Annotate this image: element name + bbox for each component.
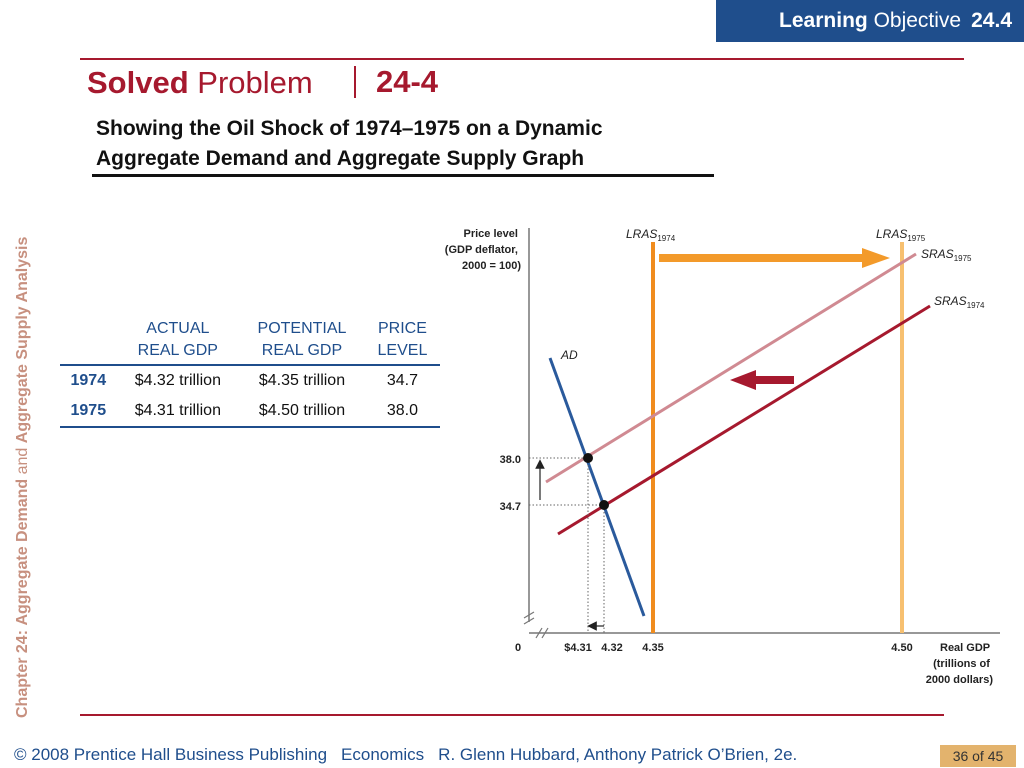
title-separator xyxy=(354,66,356,98)
learning-objective-badge: Learning Objective 24.4 xyxy=(716,0,1024,42)
solved-problem-title: Solved Problem xyxy=(87,65,313,101)
x-tick-label: 4.35 xyxy=(642,642,663,654)
footer: © 2008 Prentice Hall Business Publishing… xyxy=(14,745,811,765)
x-tick-label: 4.50 xyxy=(891,642,912,654)
sras-shift-arrowhead xyxy=(730,370,756,390)
sras-shift-arrow-body xyxy=(752,376,794,384)
y-tick-label: 34.7 xyxy=(500,501,521,513)
sp-bold-label: Solved xyxy=(87,65,189,100)
row-year: 1974 xyxy=(70,372,107,389)
ad-as-graph: Price level (GDP deflator, 2000 = 100) R… xyxy=(445,227,1000,686)
chapter-sidebar: Chapter 24: Aggregate Demand and Aggrega… xyxy=(14,237,32,718)
origin-label: 0 xyxy=(515,642,521,654)
gdp-data-table: ACTUAL REAL GDP POTENTIAL REAL GDP PRICE LE… xyxy=(60,316,440,428)
slide-subtitle: Showing the Oil Shock of 1974–1975 on a … xyxy=(96,114,736,174)
table-row: 1974 $4.32 trillion $4.35 trillion 34.7 xyxy=(60,365,440,396)
page-number-badge: 36 of 45 xyxy=(940,745,1016,767)
axis-break-mark xyxy=(523,611,535,625)
y-axis-title: Price level (GDP deflator, 2000 = 100) xyxy=(445,228,522,272)
lo-bold-label: Learning xyxy=(779,9,868,32)
ad-label: AD xyxy=(560,348,578,362)
solved-problem-number: 24-4 xyxy=(376,64,439,99)
lras-shift-arrowhead xyxy=(862,248,890,268)
table-header-potential: POTENTIAL REAL GDP xyxy=(257,320,347,359)
subtitle-line-1: Showing the Oil Shock of 1974–1975 on a … xyxy=(96,117,603,140)
row-actual-gdp: $4.31 trillion xyxy=(134,402,221,419)
row-potential-gdp: $4.50 trillion xyxy=(258,402,346,419)
lras-1974-label: LRAS1974 xyxy=(626,227,676,243)
sidebar-chapter: Chapter 24: xyxy=(14,629,31,718)
table-header-price: PRICE LEVEL xyxy=(377,320,428,359)
table-row: 1975 $4.31 trillion $4.50 trillion 38.0 xyxy=(60,396,440,427)
sras-1974-line xyxy=(557,304,931,536)
sras-1975-label: SRAS1975 xyxy=(921,247,972,263)
table-header-row: ACTUAL REAL GDP POTENTIAL REAL GDP PRICE LE… xyxy=(60,316,440,365)
sidebar-part2: Aggregate Supply Analysis xyxy=(14,236,31,444)
row-potential-gdp: $4.35 trillion xyxy=(258,372,346,389)
x-axis-title: Real GDP (trillions of 2000 dollars) xyxy=(926,642,994,686)
sidebar-part1: Aggregate Demand xyxy=(14,478,31,626)
lras-shift-arrow-body xyxy=(659,254,865,262)
footer-authors: R. Glenn Hubbard, Anthony Patrick O’Brie… xyxy=(438,745,798,764)
subtitle-underline xyxy=(92,174,714,177)
table-header-actual: ACTUAL REAL GDP xyxy=(137,320,218,359)
lo-label: Objective xyxy=(873,9,962,32)
y-tick-label: 38.0 xyxy=(500,454,521,466)
row-price-level: 38.0 xyxy=(386,402,419,419)
row-actual-gdp: $4.32 trillion xyxy=(134,372,221,389)
equilibrium-1974-point xyxy=(599,500,609,510)
sidebar-and: and xyxy=(14,447,31,475)
ad-line xyxy=(548,357,646,617)
x-tick-label: 4.32 xyxy=(601,642,622,654)
x-tick-label: $4.31 xyxy=(564,642,592,654)
row-year: 1975 xyxy=(70,402,107,419)
subtitle-line-2: Aggregate Demand and Aggregate Supply Gr… xyxy=(96,147,585,170)
axis-break-mark xyxy=(535,627,549,639)
bottom-divider xyxy=(80,714,944,716)
row-price-level: 34.7 xyxy=(386,372,419,389)
equilibrium-1975-point xyxy=(583,453,593,463)
footer-book: Economics xyxy=(341,745,425,764)
lras-1975-label: LRAS1975 xyxy=(876,227,926,243)
top-divider xyxy=(80,58,964,60)
sp-label: Problem xyxy=(197,65,313,100)
lo-number: 24.4 xyxy=(971,9,1012,32)
footer-copyright: © 2008 Prentice Hall Business Publishing xyxy=(14,745,328,764)
sras-1975-line xyxy=(545,252,917,484)
sras-1974-label: SRAS1974 xyxy=(934,294,985,310)
table-header-empty xyxy=(60,316,117,365)
